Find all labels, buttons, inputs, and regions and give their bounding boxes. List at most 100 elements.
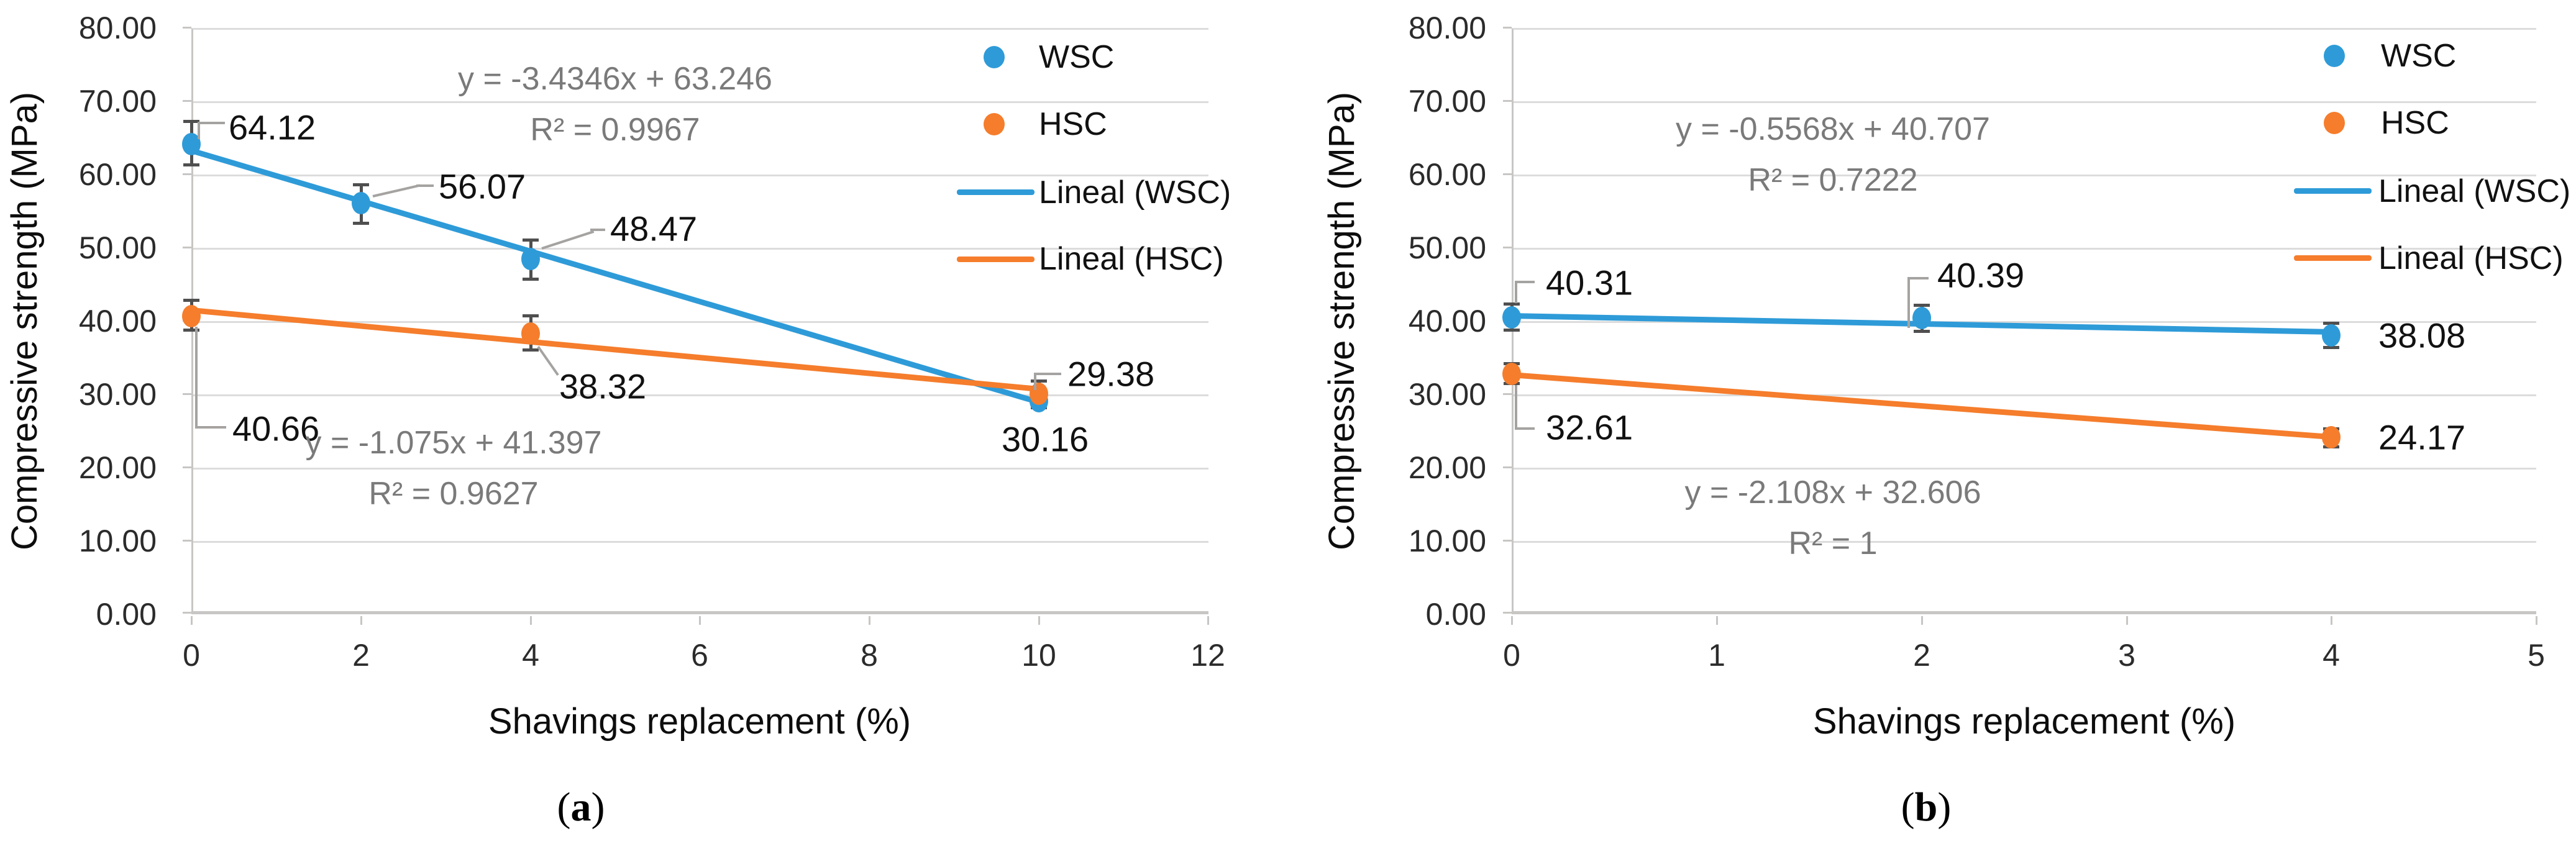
y-tick-label: 20.00 [1408, 450, 1486, 485]
y-tick-label: 0.00 [96, 597, 157, 632]
y-tick-label: 80.00 [78, 11, 157, 45]
y-tick-mark [1503, 27, 1512, 29]
equation-line: y = -0.5568x + 40.707 [1676, 111, 1990, 147]
point-label: 30.16 [1002, 419, 1089, 459]
x-tick-mark [530, 616, 532, 625]
x-tick-label: 2 [352, 638, 370, 673]
gridline [193, 101, 1208, 103]
gridline [193, 248, 1208, 250]
gridline [193, 394, 1208, 396]
legend-label: Lineal (HSC) [1039, 241, 1224, 277]
y-tick-label: 50.00 [1408, 230, 1486, 265]
y-tick-mark [183, 100, 191, 102]
equation-line: y = -3.4346x + 63.246 [458, 61, 772, 97]
label-leader [1515, 281, 1535, 283]
x-tick-mark [1207, 616, 1209, 625]
data-point-wsc [1502, 306, 1521, 329]
x-tick-label: 1 [1708, 638, 1725, 673]
equation-line: y = -1.075x + 41.397 [305, 425, 602, 461]
x-tick-mark [2126, 616, 2128, 625]
x-tick-label: 6 [691, 638, 708, 673]
equation-line: y = -2.108x + 32.606 [1684, 475, 1981, 511]
gridline [193, 468, 1208, 470]
caption-paren: ) [1937, 784, 1952, 830]
panel-caption-a: (a) [557, 784, 605, 831]
legend-line-wsc [2294, 188, 2372, 194]
point-label: 38.08 [2378, 316, 2466, 355]
label-leader [1034, 373, 1036, 390]
y-tick-label: 70.00 [78, 84, 157, 119]
x-tick-mark [699, 616, 701, 625]
data-point-hsc [1030, 383, 1048, 405]
y-tick-label: 40.00 [1408, 304, 1486, 338]
legend-label: WSC [1039, 39, 1115, 75]
r-squared-line: R² = 1 [1788, 525, 1878, 561]
trendline-equation-hsc-a: y = -1.075x + 41.397 R² = 0.9627 [305, 417, 601, 519]
label-leader [195, 327, 198, 429]
panel-caption-b: (b) [1901, 784, 1952, 831]
point-label: 29.38 [1067, 354, 1155, 394]
label-leader [1907, 277, 1929, 279]
x-tick-mark [1511, 616, 1513, 625]
y-tick-mark [1503, 393, 1512, 395]
y-tick-label: 80.00 [1408, 11, 1486, 45]
y-tick-label: 10.00 [1408, 524, 1486, 558]
point-label: 40.31 [1546, 263, 1633, 302]
x-tick-label: 4 [2323, 638, 2340, 673]
caption-letter: a [570, 784, 591, 830]
legend-label: HSC [1039, 106, 1107, 142]
y-tick-label: 70.00 [1408, 84, 1486, 119]
label-leader [1515, 385, 1517, 430]
label-leader [198, 122, 200, 139]
data-point-hsc [521, 322, 540, 345]
legend-line-hsc [957, 257, 1035, 262]
point-label: 64.12 [229, 107, 316, 147]
x-tick-mark [2536, 616, 2537, 625]
x-tick-mark [1921, 616, 1923, 625]
x-tick-label: 3 [2118, 638, 2135, 673]
data-point-hsc [2322, 426, 2341, 448]
y-tick-mark [1503, 540, 1512, 542]
y-tick-mark [183, 247, 191, 248]
gridline [1514, 175, 2536, 176]
y-tick-label: 20.00 [78, 450, 157, 485]
legend-label: Lineal (WSC) [2378, 173, 2571, 209]
r-squared-line: R² = 0.9627 [368, 476, 539, 512]
y-tick-label: 50.00 [78, 230, 157, 265]
gridline [1514, 321, 2536, 323]
y-tick-label: 60.00 [1408, 157, 1486, 192]
point-label: 32.61 [1546, 407, 1633, 447]
legend-line-hsc [2294, 255, 2372, 261]
r-squared-line: R² = 0.9967 [530, 112, 700, 148]
x-tick-mark [2331, 616, 2332, 625]
r-squared-line: R² = 0.7222 [1748, 162, 1918, 198]
gridline [1514, 101, 2536, 103]
label-leader [198, 122, 225, 124]
y-tick-label: 10.00 [78, 524, 157, 558]
y-tick-label: 30.00 [78, 377, 157, 412]
caption-paren: ) [591, 784, 605, 830]
point-label: 40.39 [1937, 255, 2025, 295]
y-tick-mark [183, 393, 191, 395]
x-tick-label: 5 [2528, 638, 2545, 673]
legend-label: Lineal (HSC) [2378, 240, 2564, 276]
point-label: 48.47 [610, 209, 698, 248]
y-tick-mark [1503, 466, 1512, 468]
trendline-equation-wsc-b: y = -0.5568x + 40.707 R² = 0.7222 [1676, 104, 1990, 206]
x-tick-label: 0 [183, 638, 200, 673]
data-point-wsc [2322, 324, 2341, 347]
label-leader [1515, 427, 1535, 430]
legend-marker-wsc [984, 46, 1005, 68]
y-tick-label: 40.00 [78, 304, 157, 338]
y-tick-mark [183, 466, 191, 468]
legend-marker-wsc [2324, 45, 2345, 67]
data-point-wsc [521, 248, 540, 270]
trendline-equation-hsc-b: y = -2.108x + 32.606 R² = 1 [1684, 467, 1981, 569]
legend-line-wsc [957, 189, 1035, 195]
gridline [193, 541, 1208, 543]
gridline [1514, 541, 2536, 543]
legend-label: WSC [2381, 38, 2457, 74]
legend-label: Lineal (WSC) [1039, 175, 1231, 211]
label-leader [590, 229, 605, 231]
